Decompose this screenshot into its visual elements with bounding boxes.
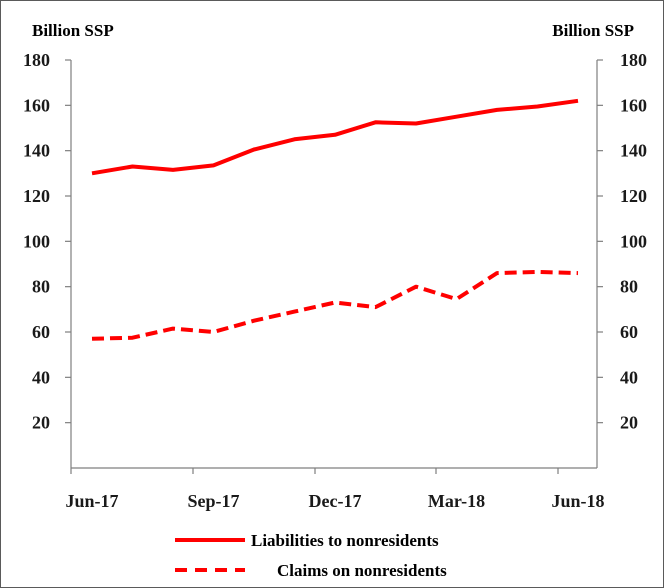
left-y-tick-label: 20 — [32, 413, 50, 433]
x-tick-label: Sep-17 — [187, 491, 239, 511]
liabilities-to-nonresidents-line — [91, 98, 579, 176]
right-y-tick-label: 180 — [620, 50, 647, 70]
left-y-tick-label: 80 — [32, 277, 50, 297]
left-y-tick-label: 160 — [23, 95, 50, 115]
right-y-tick-label: 160 — [620, 95, 647, 115]
left-y-tick-label: 100 — [23, 231, 50, 251]
right-y-tick-label: 100 — [620, 231, 647, 251]
legend-label: Claims on nonresidents — [277, 561, 447, 580]
left-y-tick-label: 60 — [32, 322, 50, 342]
x-tick-label: Dec-17 — [309, 491, 362, 511]
x-tick-label: Jun-17 — [65, 491, 118, 511]
x-tick-label: Jun-18 — [551, 491, 604, 511]
axes: 20 20 40 40 60 60 80 80 100 100 120 120 140 140 160 160… — [23, 50, 647, 511]
left-unit-label: Billion SSP — [32, 21, 114, 40]
claims-on-nonresidents-line — [91, 269, 579, 341]
right-y-tick-label: 80 — [620, 277, 638, 297]
left-y-tick-label: 120 — [23, 186, 50, 206]
right-y-tick-label: 20 — [620, 413, 638, 433]
x-tick-label: Mar-18 — [428, 491, 485, 511]
right-y-tick-label: 40 — [620, 367, 638, 387]
right-unit-label: Billion SSP — [552, 21, 634, 40]
left-y-tick-label: 40 — [32, 367, 50, 387]
right-y-tick-label: 60 — [620, 322, 638, 342]
legend: Liabilities to nonresidents Claims on non… — [175, 531, 447, 580]
series-layer — [91, 98, 579, 341]
legend-label: Liabilities to nonresidents — [251, 531, 439, 550]
right-y-tick-label: 140 — [620, 141, 647, 161]
right-y-tick-label: 120 — [620, 186, 647, 206]
left-y-tick-label: 140 — [23, 141, 50, 161]
left-y-tick-label: 180 — [23, 50, 50, 70]
